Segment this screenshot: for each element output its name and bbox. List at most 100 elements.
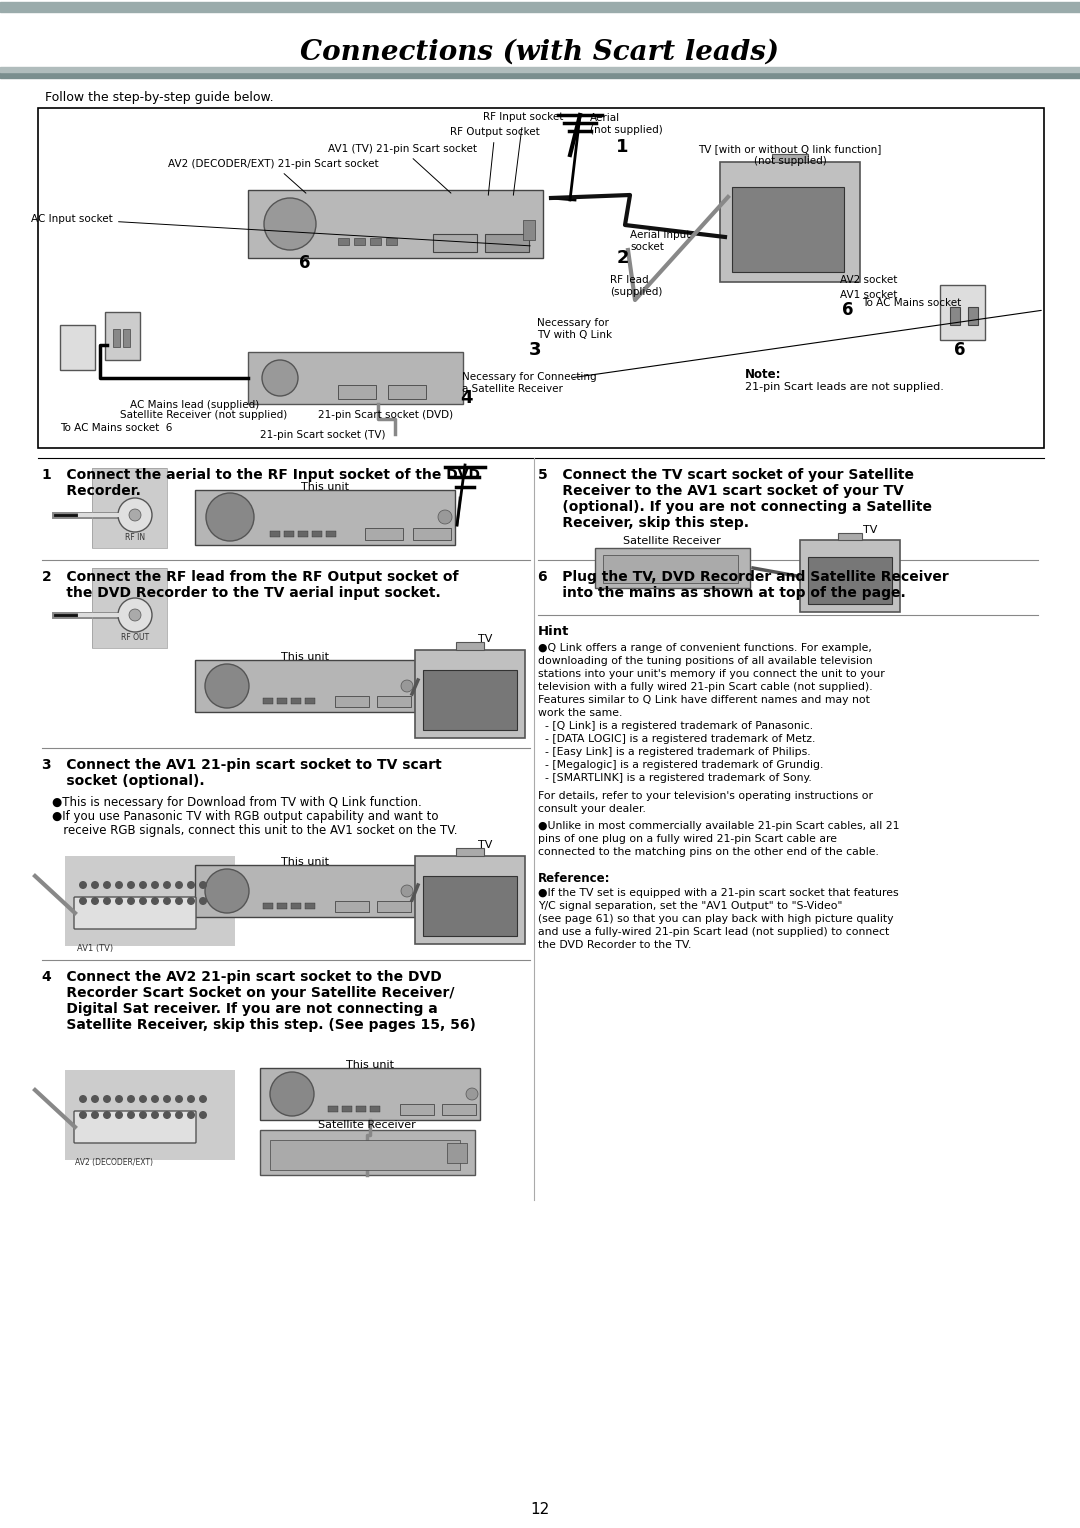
Bar (415, 856, 525, 944)
Text: and use a fully-wired 21-pin Scart lead (not supplied) to connect: and use a fully-wired 21-pin Scart lead … (538, 927, 889, 937)
Bar (260, 1131, 475, 1175)
Bar (356, 1106, 366, 1112)
Text: This unit: This unit (346, 1060, 394, 1070)
Text: 2   Connect the RF lead from the RF Output socket of: 2 Connect the RF lead from the RF Output… (42, 570, 459, 584)
Bar (248, 351, 463, 403)
Circle shape (79, 897, 87, 905)
Text: This unit: This unit (301, 481, 349, 492)
Text: receive RGB signals, connect this unit to the AV1 socket on the TV.: receive RGB signals, connect this unit t… (52, 824, 458, 837)
Text: Reference:: Reference: (538, 872, 610, 885)
Bar (423, 669, 517, 730)
Circle shape (129, 610, 141, 620)
Circle shape (175, 1096, 183, 1103)
Circle shape (118, 597, 152, 633)
Bar (370, 238, 381, 244)
Bar (60, 325, 95, 370)
Bar (413, 529, 451, 539)
Text: into the mains as shown at top of the page.: into the mains as shown at top of the pa… (538, 587, 906, 601)
Bar (523, 220, 535, 240)
Circle shape (114, 1096, 123, 1103)
Text: 1   Connect the aerial to the RF Input socket of the DVD: 1 Connect the aerial to the RF Input soc… (42, 468, 480, 481)
Circle shape (91, 1096, 99, 1103)
Bar (105, 312, 140, 361)
Bar (370, 1106, 380, 1112)
Bar (312, 532, 322, 536)
Text: Note:: Note: (745, 368, 782, 380)
Circle shape (438, 510, 453, 524)
Circle shape (163, 1096, 171, 1103)
Text: RF IN: RF IN (125, 533, 145, 542)
Text: 5   Connect the TV scart socket of your Satellite: 5 Connect the TV scart socket of your Sa… (538, 468, 914, 481)
Text: stations into your unit's memory if you connect the unit to your: stations into your unit's memory if you … (538, 669, 885, 678)
Circle shape (187, 897, 195, 905)
Bar (0, 69, 1080, 78)
Circle shape (139, 882, 147, 889)
Bar (595, 549, 750, 588)
Bar (195, 865, 415, 917)
Circle shape (114, 882, 123, 889)
Circle shape (270, 1073, 314, 1115)
Text: 6: 6 (299, 254, 311, 272)
Text: ●If you use Panasonic TV with RGB output capability and want to: ●If you use Panasonic TV with RGB output… (52, 810, 438, 824)
Text: - [Megalogic] is a registered trademark of Grundig.: - [Megalogic] is a registered trademark … (538, 759, 823, 770)
Circle shape (205, 665, 249, 707)
Text: - [SMARTLINK] is a registered trademark of Sony.: - [SMARTLINK] is a registered trademark … (538, 773, 812, 782)
Text: Hint: Hint (538, 625, 569, 639)
Bar (968, 307, 978, 325)
Bar (276, 698, 287, 704)
Text: Connections (with Scart leads): Connections (with Scart leads) (300, 38, 780, 66)
Text: 6   Plug the TV, DVD Recorder and Satellite Receiver: 6 Plug the TV, DVD Recorder and Satellit… (538, 570, 948, 584)
Circle shape (264, 199, 316, 251)
Circle shape (163, 882, 171, 889)
Bar (92, 468, 167, 549)
Bar (732, 186, 843, 272)
Text: RF Input socket: RF Input socket (483, 112, 564, 196)
Text: 3   Connect the AV1 21-pin scart socket to TV scart: 3 Connect the AV1 21-pin scart socket to… (42, 758, 442, 772)
Circle shape (103, 882, 111, 889)
FancyBboxPatch shape (75, 1111, 195, 1143)
Circle shape (139, 897, 147, 905)
Circle shape (91, 897, 99, 905)
Bar (335, 695, 369, 707)
Text: AV2 (DECODER/EXT): AV2 (DECODER/EXT) (75, 1158, 153, 1167)
Bar (248, 189, 543, 258)
Text: consult your dealer.: consult your dealer. (538, 804, 646, 814)
Circle shape (401, 885, 413, 897)
Text: the DVD Recorder to the TV.: the DVD Recorder to the TV. (538, 940, 691, 950)
Text: AV1 socket: AV1 socket (840, 290, 897, 299)
Circle shape (91, 1111, 99, 1118)
Text: 4   Connect the AV2 21-pin scart socket to the DVD: 4 Connect the AV2 21-pin scart socket to… (42, 970, 442, 984)
Circle shape (103, 1096, 111, 1103)
Circle shape (199, 897, 207, 905)
Text: For details, refer to your television's operating instructions or: For details, refer to your television's … (538, 792, 873, 801)
Bar (335, 902, 369, 912)
Text: To AC Mains socket  6: To AC Mains socket 6 (60, 423, 173, 432)
Circle shape (262, 361, 298, 396)
Circle shape (127, 882, 135, 889)
Text: RF Output socket: RF Output socket (450, 127, 540, 196)
Text: To AC Mains socket: To AC Mains socket (862, 298, 961, 309)
Text: AV1 (TV): AV1 (TV) (77, 944, 113, 953)
Bar (65, 1070, 235, 1160)
Text: Necessary for Connecting
a Satellite Receiver: Necessary for Connecting a Satellite Rec… (462, 371, 596, 394)
Text: downloading of the tuning positions of all available television: downloading of the tuning positions of a… (538, 656, 873, 666)
Text: AV2 socket: AV2 socket (840, 275, 897, 286)
Circle shape (163, 897, 171, 905)
Bar (338, 238, 349, 244)
Text: AC Mains lead (supplied): AC Mains lead (supplied) (130, 400, 259, 410)
Bar (195, 490, 455, 545)
Circle shape (199, 1111, 207, 1118)
Bar (270, 1140, 460, 1170)
Bar (284, 532, 294, 536)
Text: TV [with or without Q link function]
(not supplied): TV [with or without Q link function] (no… (699, 144, 881, 167)
Text: Receiver, skip this step.: Receiver, skip this step. (538, 516, 750, 530)
Circle shape (187, 1096, 195, 1103)
Bar (720, 162, 860, 283)
Bar (38, 108, 1044, 448)
Bar (800, 539, 900, 613)
Circle shape (91, 882, 99, 889)
Text: TV: TV (863, 526, 877, 535)
Text: Follow the step-by-step guide below.: Follow the step-by-step guide below. (45, 92, 273, 104)
Bar (433, 234, 477, 252)
Bar (291, 903, 301, 909)
